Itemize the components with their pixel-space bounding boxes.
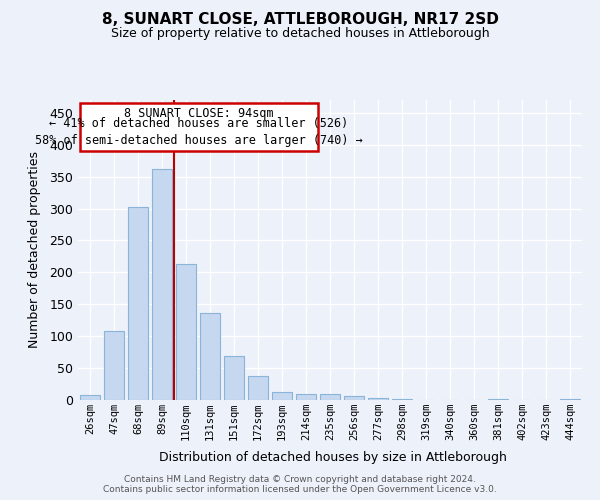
- Bar: [560, 398, 580, 400]
- Bar: [368, 398, 388, 400]
- Bar: [176, 264, 196, 400]
- Bar: [344, 396, 364, 400]
- Bar: [224, 356, 244, 400]
- Bar: [104, 331, 124, 400]
- Text: Contains HM Land Registry data © Crown copyright and database right 2024.: Contains HM Land Registry data © Crown c…: [124, 476, 476, 484]
- Text: Size of property relative to detached houses in Attleborough: Size of property relative to detached ho…: [110, 28, 490, 40]
- Bar: [488, 398, 508, 400]
- Text: 8 SUNART CLOSE: 94sqm: 8 SUNART CLOSE: 94sqm: [124, 107, 274, 120]
- Bar: [128, 207, 148, 400]
- Text: 8, SUNART CLOSE, ATTLEBOROUGH, NR17 2SD: 8, SUNART CLOSE, ATTLEBOROUGH, NR17 2SD: [101, 12, 499, 28]
- FancyBboxPatch shape: [80, 103, 318, 151]
- Bar: [152, 169, 172, 400]
- Bar: [248, 376, 268, 400]
- Y-axis label: Number of detached properties: Number of detached properties: [28, 152, 41, 348]
- Bar: [320, 394, 340, 400]
- Bar: [296, 394, 316, 400]
- Bar: [200, 313, 220, 400]
- Bar: [80, 395, 100, 400]
- Bar: [272, 392, 292, 400]
- Text: 58% of semi-detached houses are larger (740) →: 58% of semi-detached houses are larger (…: [35, 134, 363, 147]
- Text: Distribution of detached houses by size in Attleborough: Distribution of detached houses by size …: [159, 451, 507, 464]
- Text: ← 41% of detached houses are smaller (526): ← 41% of detached houses are smaller (52…: [49, 118, 349, 130]
- Text: Contains public sector information licensed under the Open Government Licence v3: Contains public sector information licen…: [103, 486, 497, 494]
